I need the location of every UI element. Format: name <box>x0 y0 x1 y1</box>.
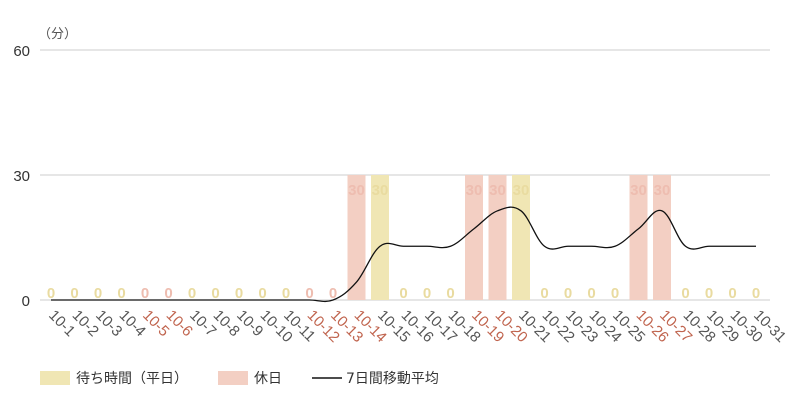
bar-value-label: 0 <box>258 285 266 302</box>
y-tick-label: 60 <box>13 43 30 60</box>
bar-value-label: 30 <box>513 182 530 199</box>
legend-label: 待ち時間（平日） <box>76 371 188 387</box>
bar-value-label: 0 <box>164 285 172 302</box>
bar-value-label: 0 <box>211 285 219 302</box>
bar-value-label: 0 <box>282 285 290 302</box>
bar <box>629 175 648 300</box>
moving-average-line <box>50 206 756 303</box>
bar-value-label: 30 <box>348 182 365 199</box>
bar <box>465 175 483 300</box>
bar-value-label: 0 <box>705 285 713 302</box>
bar-value-label: 0 <box>752 285 760 302</box>
legend: 待ち時間（平日） 休日 7日間移動平均 <box>40 371 439 387</box>
legend-swatch <box>218 371 248 385</box>
bar-value-label: 0 <box>540 285 548 302</box>
legend-label: 休日 <box>254 371 282 387</box>
bar-value-label: 30 <box>630 182 647 199</box>
bar-value-label: 0 <box>94 285 102 302</box>
bar <box>488 175 507 300</box>
bar-value-label: 0 <box>70 285 78 302</box>
bar-value-label: 0 <box>423 285 431 302</box>
bar-value-label: 0 <box>141 285 149 302</box>
y-tick-label: 0 <box>22 293 30 310</box>
bar-value-label: 0 <box>117 285 125 302</box>
bar-value-label: 0 <box>188 285 196 302</box>
bar-value-label: 0 <box>681 285 689 302</box>
bar <box>371 175 389 300</box>
bar-value-label: 0 <box>446 285 454 302</box>
bar-value-label: 0 <box>235 285 243 302</box>
bar-value-label: 0 <box>329 285 337 302</box>
moving-average-layer <box>50 206 756 303</box>
legend-label: 7日間移動平均 <box>346 371 439 387</box>
y-unit-label: （分） <box>38 27 77 42</box>
bar-value-label: 30 <box>372 182 389 199</box>
bar-value-label: 0 <box>587 285 595 302</box>
bar-value-label: 30 <box>489 182 506 199</box>
y-tick-label: 30 <box>13 168 30 185</box>
bar <box>512 175 530 300</box>
bar-value-label: 0 <box>47 285 55 302</box>
bar-value-label: 0 <box>728 285 736 302</box>
bars <box>347 175 671 300</box>
bar <box>347 175 366 300</box>
bar-value-label: 0 <box>399 285 407 302</box>
bar-value-label: 0 <box>611 285 619 302</box>
bar-value-label: 30 <box>654 182 671 199</box>
bar-value-label: 30 <box>466 182 483 199</box>
bar-value-label: 0 <box>305 285 313 302</box>
bar <box>653 175 671 300</box>
bar-value-label: 0 <box>564 285 572 302</box>
legend-swatch <box>40 371 70 385</box>
